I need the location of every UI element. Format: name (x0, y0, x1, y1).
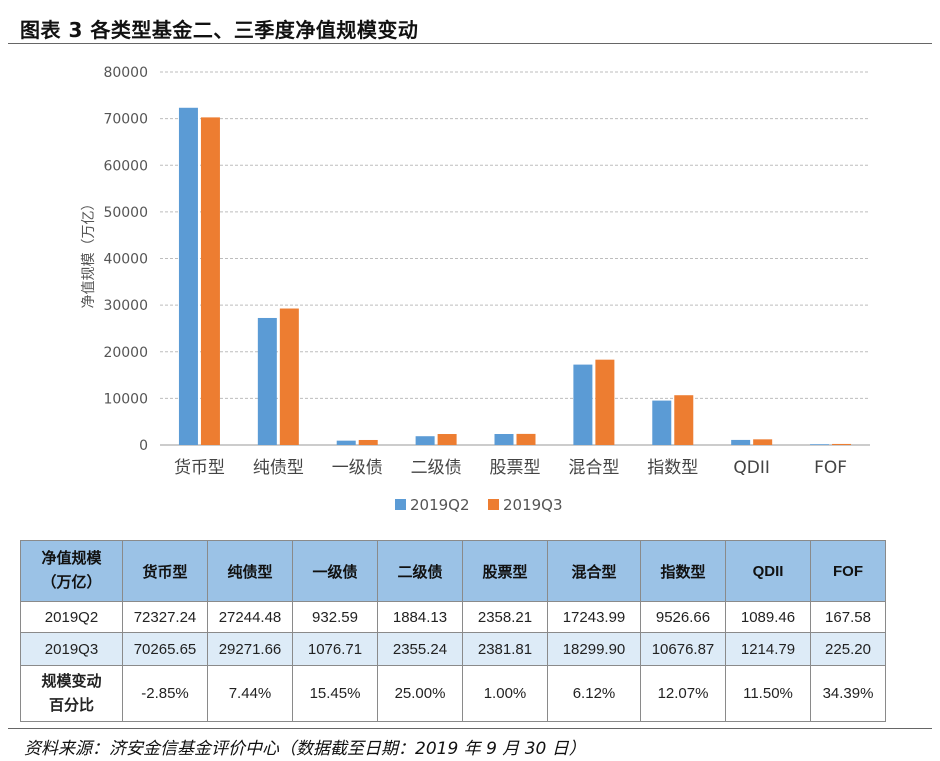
source-divider (8, 728, 932, 729)
column-header: QDII (725, 540, 811, 602)
column-header: 一级债 (292, 540, 378, 602)
change-label-line2: 百分比 (48, 696, 94, 714)
bar-2019q2-7 (731, 439, 751, 445)
legend-label: 2019Q3 (503, 496, 563, 514)
data-table: 净值规模 （万亿） 货币型 纯债型 一级债 二级债 股票型 混合型 指数型 QD… (20, 540, 886, 722)
table-cell: 15.45% (292, 665, 378, 722)
x-tick-label: 二级债 (411, 458, 462, 478)
y-tick-label: 0 (139, 438, 148, 454)
column-header: 混合型 (547, 540, 641, 602)
table-cell: -2.85% (122, 665, 208, 722)
column-header: 货币型 (122, 540, 208, 602)
row-label: 2019Q3 (20, 632, 123, 666)
y-tick-label: 10000 (103, 391, 148, 407)
table-cell: 34.39% (810, 665, 886, 722)
table-cell: 167.58 (810, 601, 886, 633)
bar-2019q2-0 (178, 107, 198, 446)
table-cell: 2358.21 (462, 601, 548, 633)
x-tick-label: 指数型 (647, 458, 698, 478)
source-note: 资料来源：济安金信基金评价中心（数据截至日期：2019 年 9 月 30 日） (24, 739, 586, 759)
table-cell: 18299.90 (547, 632, 641, 666)
table-cell: 2381.81 (462, 632, 548, 666)
legend-label: 2019Q2 (410, 496, 470, 514)
y-tick-label: 30000 (103, 298, 148, 314)
table-cell: 9526.66 (640, 601, 726, 633)
table-cell: 12.07% (640, 665, 726, 722)
x-tick-label: FOF (814, 458, 847, 478)
table-cell: 17243.99 (547, 601, 641, 633)
table-cell: 27244.48 (207, 601, 293, 633)
bar-2019q2-8 (810, 444, 830, 445)
table-cell: 1214.79 (725, 632, 811, 666)
table-cell: 1089.46 (725, 601, 811, 633)
x-tick-label: 混合型 (568, 458, 619, 478)
bar-2019q2-3 (415, 436, 435, 445)
bar-chart: 0 10000 20000 30000 40000 50000 60000 70000 8000… (81, 65, 870, 514)
y-tick-label: 70000 (103, 112, 148, 128)
change-row-label: 规模变动 百分比 (20, 665, 123, 722)
y-tick-label: 20000 (103, 345, 148, 361)
x-tick-label: 纯债型 (253, 458, 304, 478)
table-cell: 7.44% (207, 665, 293, 722)
bar-2019q3-2 (358, 439, 378, 445)
table-cell: 1.00% (462, 665, 548, 722)
column-header: 纯债型 (207, 540, 293, 602)
bar-2019q3-8 (832, 443, 852, 445)
x-tick-label: 股票型 (490, 458, 541, 478)
legend-swatch (488, 499, 499, 510)
bar-2019q3-6 (674, 395, 694, 445)
bar-2019q2-6 (652, 400, 672, 445)
corner-label-line2: （万亿） (41, 574, 102, 591)
row-label: 2019Q2 (20, 601, 123, 633)
table-corner-header: 净值规模 （万亿） (20, 540, 123, 602)
column-header: FOF (810, 540, 886, 602)
table-cell: 70265.65 (122, 632, 208, 666)
table-cell: 2355.24 (377, 632, 463, 666)
corner-label-line1: 净值规模 (41, 550, 102, 567)
table-cell: 932.59 (292, 601, 378, 633)
figure-title: 图表 3 各类型基金二、三季度净值规模变动 (20, 18, 419, 42)
x-tick-label: 一级债 (332, 458, 383, 478)
column-header: 二级债 (377, 540, 463, 602)
table-cell: 6.12% (547, 665, 641, 722)
title-divider (8, 43, 932, 44)
column-header: 指数型 (640, 540, 726, 602)
bar-2019q2-2 (336, 440, 356, 445)
column-header: 股票型 (462, 540, 548, 602)
bar-2019q3-7 (753, 439, 773, 445)
y-tick-label: 60000 (103, 158, 148, 174)
table-row: 2019Q3 70265.65 29271.66 1076.71 2355.24… (20, 632, 886, 666)
table-cell: 225.20 (810, 632, 886, 666)
bar-2019q2-1 (257, 317, 277, 445)
table-cell: 29271.66 (207, 632, 293, 666)
bar-2019q3-1 (279, 308, 299, 445)
change-label-line1: 规模变动 (41, 672, 102, 690)
bar-2019q2-4 (494, 434, 514, 445)
table-cell: 1884.13 (377, 601, 463, 633)
table-cell: 1076.71 (292, 632, 378, 666)
y-tick-label: 80000 (103, 65, 148, 81)
bar-2019q3-4 (516, 433, 536, 445)
table-header-row: 净值规模 （万亿） 货币型 纯债型 一级债 二级债 股票型 混合型 指数型 QD… (20, 540, 886, 602)
bar-2019q3-3 (437, 434, 457, 445)
y-tick-label: 50000 (103, 205, 148, 221)
bar-2019q2-5 (573, 364, 593, 445)
bar-2019q3-5 (595, 359, 615, 445)
x-tick-label: QDII (733, 458, 770, 478)
table-cell: 10676.87 (640, 632, 726, 666)
table-row-change: 规模变动 百分比 -2.85% 7.44% 15.45% 25.00% 1.00… (20, 665, 886, 722)
table-cell: 72327.24 (122, 601, 208, 633)
table-row: 2019Q2 72327.24 27244.48 932.59 1884.13 … (20, 601, 886, 633)
x-tick-label: 货币型 (174, 458, 225, 478)
y-axis-label: 净值规模（万亿） (81, 197, 97, 309)
legend-swatch (395, 499, 406, 510)
bar-2019q3-0 (200, 117, 220, 445)
table-cell: 11.50% (725, 665, 811, 722)
table-cell: 25.00% (377, 665, 463, 722)
y-tick-label: 40000 (103, 252, 148, 268)
